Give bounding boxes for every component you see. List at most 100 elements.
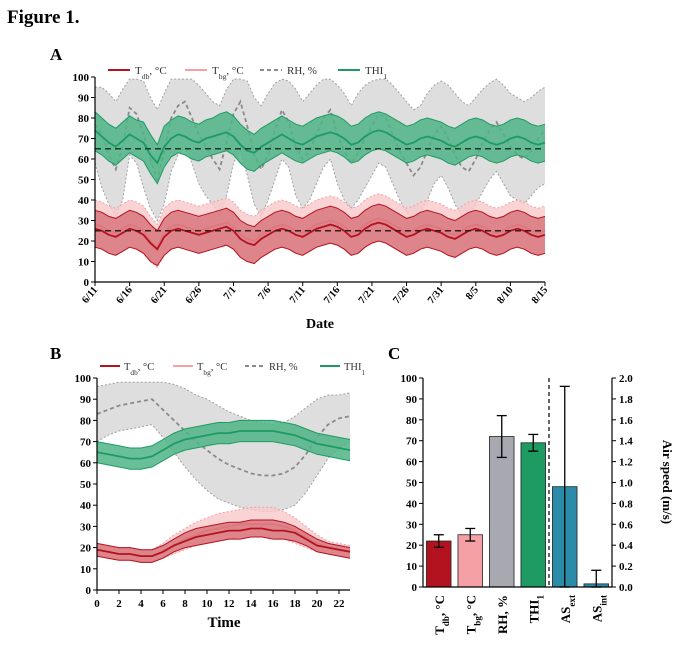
- y-tick-label: 90: [406, 394, 418, 406]
- y-tick-label: 30: [78, 216, 90, 228]
- panel-c-label: C: [388, 344, 400, 363]
- thi-lower-line: [94, 148, 546, 185]
- y-tick-label: 60: [406, 457, 418, 469]
- x-tick-label: 8/15: [530, 285, 550, 306]
- thi-legend-label: THI1: [344, 362, 366, 377]
- x-tick-label: 8: [182, 598, 188, 610]
- panel-c-y2label: Air speed (m/s): [660, 440, 675, 524]
- panel-c: C Tdb, °C Tbg, °C RH, % THI1 ASext ASint 0 10 20…: [388, 344, 675, 635]
- category-label: Tdb, °C: [432, 595, 451, 635]
- y-tick-label: 70: [78, 134, 90, 146]
- category-label: RH, %: [495, 595, 510, 634]
- y2-tick-label: 1.8: [619, 394, 633, 406]
- thi-upper-line: [96, 419, 351, 449]
- thi-band: [95, 111, 545, 184]
- y2-tick-label: 0.2: [619, 561, 633, 573]
- y2-tick-label: 0.8: [619, 498, 633, 510]
- y-tick-label: 30: [80, 521, 92, 533]
- y-tick-label: 90: [78, 93, 90, 105]
- x-tick-label: 18: [290, 598, 302, 610]
- y-tick-label: 100: [401, 373, 418, 385]
- y-tick-label: 10: [406, 561, 418, 573]
- x-tick-label: 7/26: [391, 285, 411, 306]
- y-tick-label: 100: [73, 72, 90, 84]
- rh-upper-line: [95, 78, 546, 111]
- y-tick-label: 80: [80, 415, 92, 427]
- rh-lower-line: [96, 424, 351, 513]
- tdb-mean-line: [96, 527, 351, 557]
- y-tick-label: 50: [78, 175, 90, 187]
- y-tick-label: 80: [78, 113, 90, 125]
- y-tick-label: 10: [80, 564, 92, 576]
- panel-b-label: B: [50, 344, 61, 363]
- tdb-lower-line: [96, 536, 351, 563]
- x-tick-label: 7/31: [426, 285, 446, 306]
- x-tick-label: 20: [312, 598, 324, 610]
- x-tick-label: 22: [334, 598, 346, 610]
- y-tick-label: 0: [86, 585, 92, 597]
- y-tick-label: 40: [80, 500, 92, 512]
- rh-mean-line: [96, 398, 351, 477]
- tbg-legend-label: Tbg, °C: [197, 362, 227, 377]
- x-tick-label: 7/1: [222, 285, 239, 302]
- y2-tick-label: 1.4: [619, 436, 633, 448]
- y2-tick-label: 1.6: [619, 415, 633, 427]
- y-tick-label: 50: [80, 479, 92, 491]
- y-tick-label: 50: [406, 478, 418, 490]
- bar-thi1: [520, 442, 546, 588]
- y2-tick-label: 0.0: [619, 582, 633, 594]
- panel-b-legend: Tdb, °C Tbg, °C RH, % THI1: [100, 362, 366, 377]
- y-tick-label: 40: [406, 498, 418, 510]
- y-tick-label: 90: [80, 394, 92, 406]
- x-tick-label: 6: [160, 598, 166, 610]
- tdb-band: [97, 520, 350, 563]
- x-tick-label: 16: [268, 598, 280, 610]
- y-tick-label: 60: [78, 154, 90, 166]
- rh-band: [97, 382, 350, 512]
- thi-legend-label: THI1: [365, 65, 387, 81]
- x-tick-label: 2: [116, 598, 122, 610]
- panel-a-plot: [94, 78, 546, 269]
- y2-tick-label: 1.0: [619, 478, 633, 490]
- y-tick-label: 0: [412, 582, 418, 594]
- y-tick-label: 0: [84, 277, 90, 289]
- category-label: Tbg, °C: [463, 595, 482, 634]
- x-tick-label: 10: [202, 598, 214, 610]
- thi-mean-line: [94, 129, 546, 165]
- x-tick-label: 6/16: [114, 285, 134, 306]
- bar-tdb: [426, 540, 452, 588]
- panel-b: B 0 10 20 30 40 50 60 70 80 90 100 0 2 4 6 8 10 12 14 16 18 2…: [50, 344, 366, 631]
- tdb-lower-line: [94, 240, 546, 267]
- panel-b-xlabel: Time: [207, 615, 240, 631]
- y-tick-label: 60: [80, 458, 92, 470]
- category-label: ASext: [558, 595, 577, 623]
- tbg-legend-label: Tbg, °C: [212, 65, 244, 81]
- figure-title: Figure 1.: [7, 7, 80, 28]
- x-tick-label: 6/26: [184, 285, 204, 306]
- x-tick-label: 7/16: [322, 285, 342, 306]
- thi-lower-line: [96, 441, 351, 470]
- tbg-upper-line: [96, 506, 351, 551]
- panel-a-legend: Tdb, °C Tbg, °C RH, % THI1: [108, 65, 387, 81]
- panel-b-plot: [96, 381, 351, 563]
- tdb-legend-label: Tdb, °C: [124, 362, 154, 377]
- tbg-lower-line: [96, 536, 351, 563]
- x-tick-label: 6/21: [149, 285, 169, 306]
- y2-tick-label: 0.6: [619, 519, 633, 531]
- bar-tbg: [457, 534, 483, 588]
- rh-legend-label: RH, %: [269, 362, 298, 373]
- x-tick-label: 4: [138, 598, 144, 610]
- tdb-upper-line: [94, 203, 546, 232]
- rh-legend-label: RH, %: [287, 65, 317, 77]
- x-tick-label: 8/10: [495, 285, 515, 306]
- y-tick-label: 40: [78, 195, 90, 207]
- tdb-band: [95, 204, 545, 266]
- panel-c-plot: [426, 378, 609, 588]
- y-tick-label: 80: [406, 415, 418, 427]
- x-tick-label: 7/21: [357, 285, 377, 306]
- category-label: THI1: [526, 595, 545, 624]
- y-tick-label: 70: [406, 436, 418, 448]
- panel-a-xlabel: Date: [306, 317, 334, 332]
